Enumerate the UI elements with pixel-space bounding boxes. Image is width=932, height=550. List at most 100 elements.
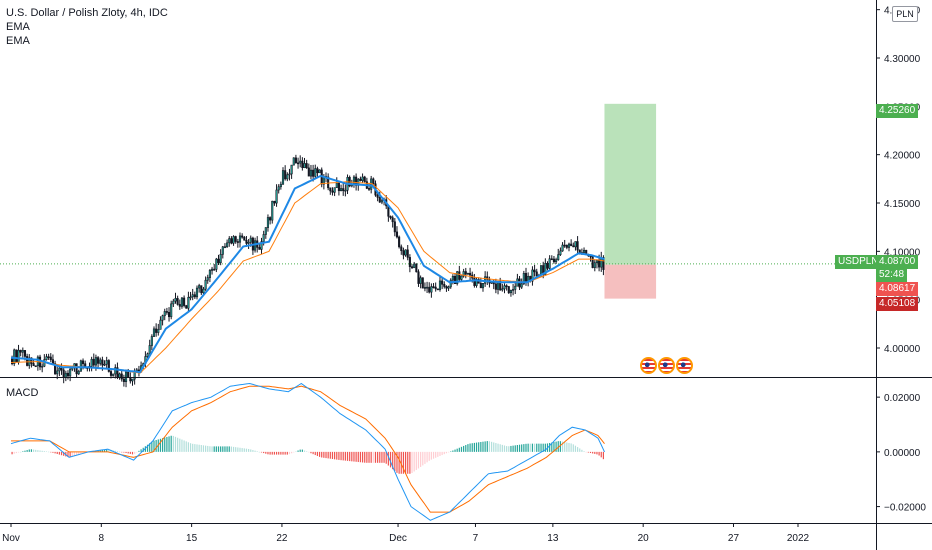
candle	[479, 277, 482, 289]
candle-body	[66, 372, 70, 377]
candle	[531, 266, 534, 286]
symbol-title[interactable]: U.S. Dollar / Polish Zloty, 4h, IDC	[6, 7, 168, 19]
candle	[251, 236, 254, 255]
candle	[552, 256, 555, 264]
candle	[314, 164, 317, 179]
ema-indicator-label-2[interactable]: EMA	[6, 35, 30, 47]
macd-histogram-bar	[215, 446, 217, 452]
candle-body	[238, 235, 242, 243]
macd-histogram-bar	[241, 448, 243, 452]
candle-body	[466, 272, 469, 275]
macd-histogram-bar	[482, 441, 484, 452]
candle	[299, 155, 302, 168]
candle	[481, 282, 485, 292]
candle	[97, 356, 100, 368]
candle-body	[582, 249, 586, 253]
candle-body	[75, 363, 78, 375]
price-tick-label: 4.30000	[884, 54, 921, 65]
candle	[340, 184, 343, 192]
macd-histogram-bar	[56, 451, 58, 454]
macd-histogram-bar	[353, 451, 355, 462]
price-tick-label: 4.15000	[884, 199, 921, 210]
macd-histogram-bar	[488, 441, 491, 452]
macd-histogram-bar	[351, 451, 353, 462]
candle	[391, 215, 394, 228]
candle-body	[565, 245, 568, 248]
candle-body	[273, 200, 276, 204]
macd-histogram-bar	[435, 451, 437, 458]
candle	[367, 182, 371, 191]
macd-histogram-bar	[58, 451, 60, 455]
macd-histogram-bar	[306, 451, 308, 452]
candle-body	[415, 263, 418, 273]
macd-histogram-bar	[291, 451, 293, 454]
candle-body	[393, 221, 396, 233]
candle-body	[148, 345, 151, 355]
macd-histogram-bar	[174, 436, 177, 452]
macd-histogram-bar	[527, 443, 529, 452]
macd-histogram-bar	[278, 451, 280, 455]
candle	[550, 255, 553, 261]
candle	[51, 354, 54, 365]
macd-histogram-bar	[258, 451, 260, 453]
macd-histogram-bar	[516, 445, 518, 452]
candle	[118, 372, 121, 380]
macd-histogram-bar	[411, 451, 413, 473]
candle-body	[152, 328, 156, 337]
ema-indicator-label-1[interactable]: EMA	[6, 21, 30, 33]
candle-body	[406, 249, 409, 258]
macd-histogram-bar	[344, 451, 346, 461]
macd-histogram-bar	[394, 451, 396, 472]
candle	[507, 285, 510, 295]
candle	[114, 364, 117, 379]
macd-histogram-bar	[101, 449, 103, 452]
macd-histogram-bar	[71, 451, 73, 457]
macd-histogram-bar	[443, 451, 445, 455]
macd-histogram-bar	[570, 443, 572, 452]
us-flag-event-icon[interactable]	[640, 357, 657, 374]
macd-histogram-bar	[404, 451, 407, 474]
candle-body	[449, 279, 452, 288]
us-flag-event-icon[interactable]	[676, 357, 693, 374]
macd-tick-label: 0.02000	[884, 393, 921, 404]
macd-histogram-bar	[183, 440, 185, 452]
candle	[191, 288, 194, 301]
macd-histogram-bar	[422, 451, 424, 466]
macd-histogram-bar	[432, 451, 435, 459]
candle-body	[395, 231, 399, 238]
candle	[567, 242, 571, 252]
macd-histogram-bar	[327, 451, 329, 459]
candle	[21, 347, 24, 358]
macd-histogram-bar	[22, 451, 24, 452]
macd-histogram-bar	[73, 451, 76, 456]
candle-body	[316, 168, 319, 174]
candle-body	[47, 356, 50, 358]
candle-body	[105, 360, 108, 365]
candle-body	[189, 296, 192, 299]
candle	[561, 242, 564, 252]
macd-histogram-bar	[243, 448, 245, 452]
time-tick-label: 8	[99, 533, 105, 544]
macd-histogram-bar	[129, 451, 131, 454]
candle-body	[327, 176, 330, 189]
candle	[148, 339, 151, 356]
macd-histogram-bar	[334, 451, 336, 460]
candle	[90, 356, 93, 372]
macd-title[interactable]: MACD	[6, 387, 39, 399]
us-flag-event-icon[interactable]	[658, 357, 675, 374]
candle-body	[234, 236, 237, 242]
macd-histogram-bar	[484, 441, 486, 452]
currency-button[interactable]: PLN	[892, 6, 918, 22]
candle	[208, 269, 211, 283]
candle-body	[279, 183, 282, 188]
candle-body	[185, 305, 188, 309]
time-tick-label: Dec	[389, 533, 407, 544]
macd-histogram-bar	[312, 451, 314, 455]
economic-events[interactable]	[640, 357, 693, 377]
candle	[600, 251, 603, 272]
candle-body	[410, 266, 414, 269]
macd-histogram-bar	[295, 451, 297, 452]
macd-histogram-bar	[232, 446, 235, 452]
macd-histogram-bar	[11, 451, 13, 455]
candle-body	[602, 257, 605, 270]
